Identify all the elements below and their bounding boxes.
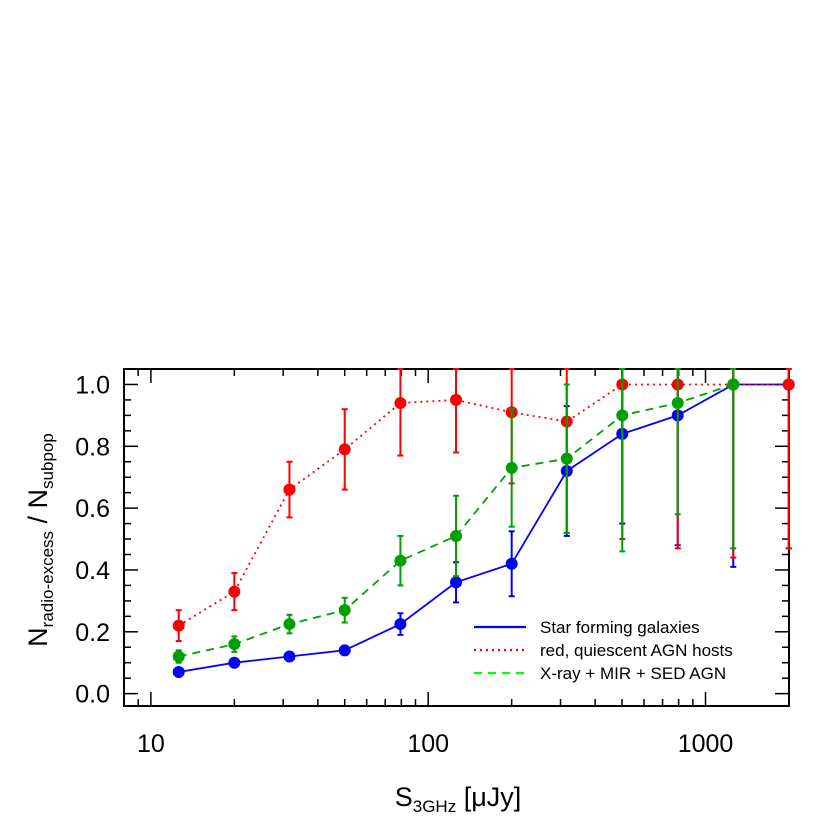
data-point [283,618,296,631]
data-point [172,619,185,632]
legend-label: Star forming galaxies [540,618,700,637]
data-point [338,644,351,657]
data-point [450,393,463,406]
series-1 [172,368,795,643]
data-point [228,656,241,669]
data-point [228,585,241,598]
series-2 [172,368,740,664]
axis-labels: S3GHz [μJy] Nradio-excess / Nsubpop [23,433,521,816]
data-point [338,443,351,456]
data-point [394,397,407,410]
y-axis-label: Nradio-excess / Nsubpop [23,433,57,647]
axes: 10 100 1000 0.0 0.2 0.4 0.6 0.8 1.0 [75,368,790,758]
data-point [505,557,518,570]
data-point [228,638,241,651]
data-point [172,650,185,663]
data-point [671,397,684,410]
data-point [338,604,351,617]
y-tick-label: 1.0 [75,371,110,399]
y-tick-label: 0.8 [75,433,110,461]
series-0 [172,368,795,678]
y-tick-label: 0.0 [75,681,110,709]
data-point [283,483,296,496]
series-line [178,383,789,627]
series-layer [172,368,795,678]
data-point [560,452,573,465]
data-point [505,461,518,474]
legend: Star forming galaxies red, quiescent AGN … [474,618,733,683]
x-axis-label: S3GHz [μJy] [395,782,522,816]
legend-label: red, quiescent AGN hosts [540,641,733,660]
data-point [394,618,407,631]
x-tick-label: 100 [407,730,449,758]
data-point [450,576,463,589]
data-point [782,378,795,391]
data-point [172,665,185,678]
data-point [727,378,740,391]
data-point [450,529,463,542]
data-point [283,650,296,663]
series-line [178,383,789,673]
x-tick-label: 10 [137,730,165,758]
y-tick-label: 0.6 [75,495,110,523]
data-point [394,554,407,567]
x-tick-label: 1000 [678,730,734,758]
y-tick-label: 0.2 [75,619,110,647]
data-point [616,409,629,422]
y-tick-label: 0.4 [75,557,110,585]
legend-label: X-ray + MIR + SED AGN [540,664,726,683]
